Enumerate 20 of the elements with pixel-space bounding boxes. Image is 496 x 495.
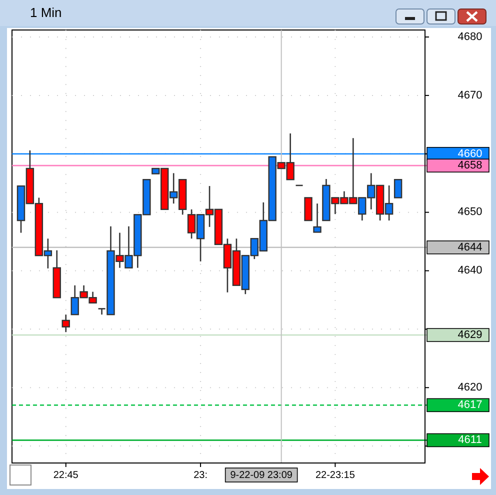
ref-line-label: 4660 [458,148,482,160]
ref-line-label: 4611 [458,434,482,446]
candlestick [313,202,322,233]
candlestick [62,314,70,333]
ref-line-label: 4658 [458,159,482,172]
y-tick-label: 4650 [458,206,482,218]
x-tick-label: 22-23:15 [315,470,356,481]
candlestick [394,178,402,198]
y-tick-label: 4620 [458,382,482,394]
ref-line-label: 4617 [458,399,482,412]
y-tick-label: 4670 [458,89,482,102]
ref-line-label: 4644 [458,241,482,254]
x-tick-label: 22:45 [53,470,79,481]
ref-line-label: 4629 [458,328,482,341]
x-tick-label: 23: [194,470,208,481]
chart-title: 1 Min [30,5,62,20]
candlestick [304,197,312,222]
y-tick-label: 4680 [458,30,482,43]
y-tick-label: 4640 [458,264,482,277]
ref-line-label: 9-22-09 23:09 [230,470,293,481]
